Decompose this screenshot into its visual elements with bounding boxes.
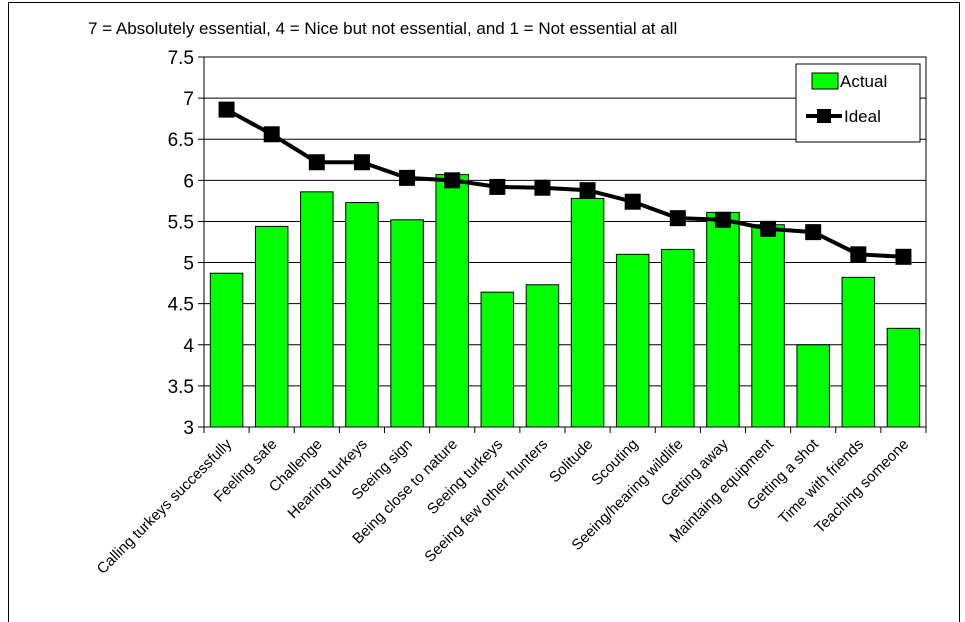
legend-marker-ideal bbox=[817, 109, 831, 123]
ideal-point bbox=[534, 179, 551, 196]
legend-label-actual: Actual bbox=[840, 72, 887, 91]
chart-subtitle: 7 = Absolutely essential, 4 = Nice but n… bbox=[88, 19, 678, 38]
bar bbox=[254, 225, 289, 428]
bar bbox=[480, 291, 515, 428]
ideal-point bbox=[850, 246, 867, 263]
bar bbox=[300, 191, 334, 428]
bar bbox=[209, 272, 244, 428]
actual-bars bbox=[209, 174, 921, 428]
bar bbox=[435, 174, 469, 428]
y-tick-label: 5.5 bbox=[168, 212, 194, 233]
legend-label-ideal: Ideal bbox=[844, 107, 881, 126]
bar bbox=[525, 284, 560, 428]
y-tick-label: 3.5 bbox=[168, 377, 194, 398]
bar bbox=[345, 202, 379, 428]
y-tick-label: 7 bbox=[183, 89, 194, 110]
ideal-point bbox=[218, 101, 235, 118]
x-tick-label: Hearing turkeys bbox=[284, 436, 370, 522]
ideal-point bbox=[714, 211, 731, 228]
ideal-point bbox=[669, 210, 686, 227]
ideal-point bbox=[263, 126, 280, 143]
y-tick-label: 3 bbox=[183, 418, 194, 439]
bar bbox=[841, 276, 876, 428]
ideal-point bbox=[353, 154, 370, 171]
ideal-point bbox=[308, 154, 325, 171]
y-tick-label: 6 bbox=[183, 171, 194, 192]
bar bbox=[615, 253, 650, 428]
bar bbox=[390, 219, 424, 428]
ideal-point bbox=[444, 172, 461, 189]
ideal-point bbox=[489, 178, 506, 195]
x-tick-label: Calling turkeys successfully bbox=[94, 435, 236, 577]
bar bbox=[570, 197, 605, 428]
ideal-point bbox=[399, 169, 416, 186]
y-tick-label: 4 bbox=[183, 336, 194, 357]
y-tick-labels: 3 3.5 4 4.5 5 5.5 6 6.5 7 7.5 bbox=[168, 48, 195, 439]
y-tick-label: 5 bbox=[183, 254, 194, 275]
legend: Actual Ideal bbox=[795, 63, 921, 143]
ideal-point bbox=[895, 248, 912, 265]
bar bbox=[751, 224, 785, 428]
axes bbox=[198, 56, 927, 433]
ideal-line bbox=[225, 107, 904, 259]
legend-swatch-actual bbox=[811, 72, 839, 90]
ideal-point bbox=[579, 182, 596, 199]
ideal-point bbox=[624, 193, 641, 210]
bar bbox=[661, 248, 695, 428]
bar bbox=[796, 344, 830, 428]
ideal-point bbox=[805, 224, 822, 241]
bar bbox=[706, 211, 740, 428]
y-tick-label: 7.5 bbox=[168, 48, 194, 69]
ideal-line-group bbox=[218, 101, 912, 265]
ideal-point bbox=[760, 220, 777, 237]
bar bbox=[886, 327, 921, 428]
y-tick-label: 6.5 bbox=[168, 130, 194, 151]
chart-frame bbox=[8, 2, 960, 622]
y-tick-label: 4.5 bbox=[168, 295, 194, 316]
